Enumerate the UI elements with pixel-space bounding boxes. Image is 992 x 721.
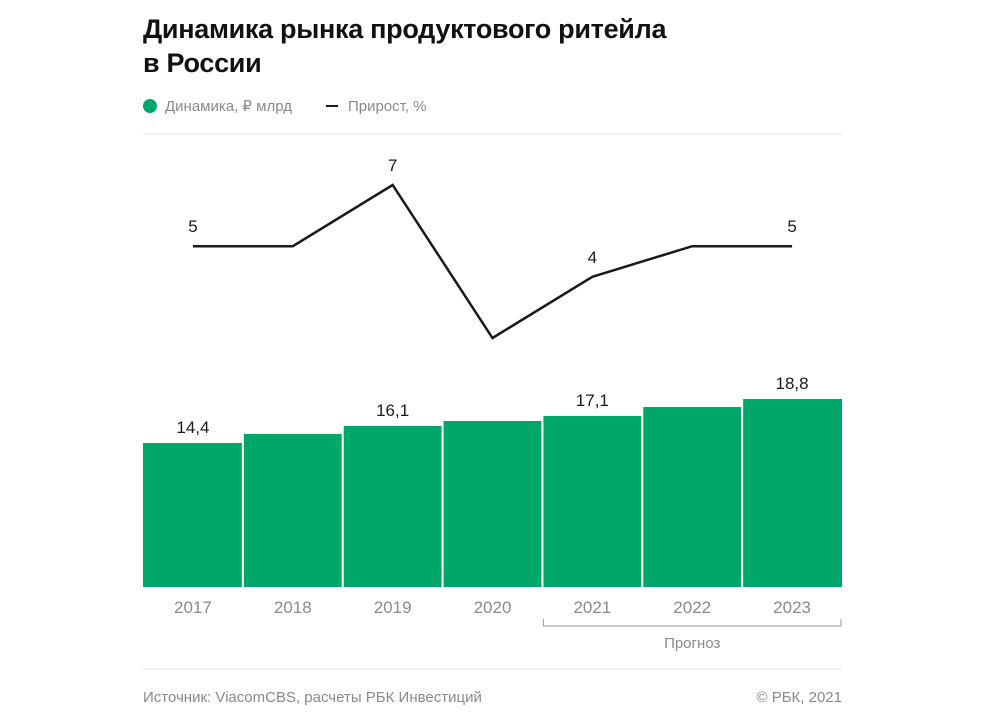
- bar-value-label-2019: 16,1: [376, 401, 409, 420]
- legend-line-label: Прирост, %: [347, 97, 427, 115]
- chart-title-line-2: в России: [143, 48, 262, 78]
- bar-value-label-2021: 17,1: [576, 391, 609, 410]
- x-tick-label-2022: 2022: [673, 598, 711, 617]
- bar-2023: [743, 399, 842, 587]
- bar-value-label-2023: 18,8: [776, 374, 809, 393]
- x-tick-label-2021: 2021: [573, 598, 611, 617]
- bar-2017: [143, 443, 242, 587]
- chart-legend: Динамика, ₽ млрд Прирост, %: [143, 96, 427, 116]
- forecast-label: Прогноз: [664, 635, 720, 652]
- bar-2020: [443, 421, 542, 587]
- line-value-label-2023: 5: [787, 217, 796, 236]
- chart-title: Динамика рынка продуктового ритейла в Ро…: [143, 12, 843, 80]
- forecast-bracket: [542, 619, 842, 627]
- legend-bar-label: Динамика, ₽ млрд: [165, 98, 292, 115]
- chart-title-line-1: Динамика рынка продуктового ритейла: [143, 14, 667, 44]
- legend-line-swatch: [325, 105, 338, 107]
- bar-2021: [543, 416, 642, 587]
- bar-2018: [243, 434, 342, 587]
- bar-value-label-2017: 14,4: [176, 418, 209, 437]
- x-tick-label-2018: 2018: [274, 598, 312, 617]
- bar-2019: [343, 426, 442, 587]
- x-tick-label-2017: 2017: [174, 598, 212, 617]
- x-tick-label-2019: 2019: [374, 598, 412, 617]
- x-tick-label-2023: 2023: [773, 598, 811, 617]
- line-value-label-2021: 4: [588, 248, 597, 267]
- copyright-note: © РБК, 2021: [756, 689, 842, 706]
- legend-bar-swatch: [143, 99, 157, 113]
- line-value-label-2017: 5: [188, 217, 197, 236]
- line-value-label-2019: 7: [388, 156, 397, 175]
- bar-2022: [643, 407, 742, 587]
- growth-line: [192, 183, 793, 340]
- source-note: Источник: ViacomCBS, расчеты РБК Инвести…: [143, 689, 482, 706]
- x-tick-label-2020: 2020: [474, 598, 512, 617]
